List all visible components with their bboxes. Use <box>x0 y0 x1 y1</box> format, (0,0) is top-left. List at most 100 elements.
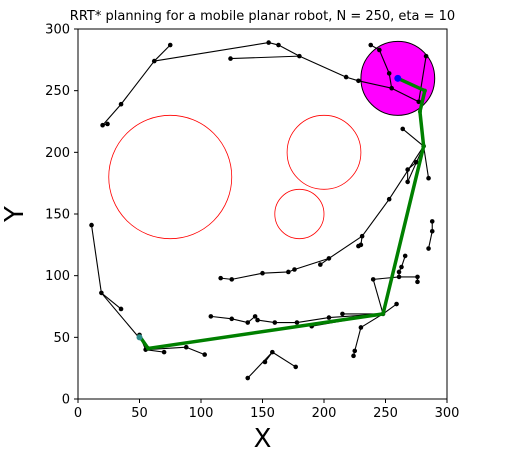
tree-node <box>416 99 422 105</box>
tree-node <box>183 344 189 350</box>
tree-node <box>276 42 281 48</box>
tree-edge <box>378 49 390 74</box>
tree-node <box>359 233 365 239</box>
y-tick-label: 100 <box>45 269 70 284</box>
tree-node <box>356 78 361 84</box>
tree-node <box>252 314 258 319</box>
tree-node <box>202 352 207 357</box>
x-tick-label: 250 <box>373 406 398 421</box>
obstacle-circle <box>274 188 325 240</box>
tree-edge <box>272 351 297 368</box>
tree-edge <box>120 60 155 105</box>
start-point <box>136 334 143 341</box>
tree-node <box>208 314 214 319</box>
tree-edge <box>231 318 248 324</box>
tree-node <box>89 222 94 228</box>
tree-node <box>326 256 332 261</box>
tree-node <box>318 262 323 267</box>
path-node <box>381 311 386 316</box>
tree-node <box>260 270 265 276</box>
tree-node <box>286 269 291 275</box>
tree-edge <box>402 128 424 147</box>
tree-node <box>396 269 402 275</box>
tree-edge <box>262 271 289 274</box>
tree-edge <box>257 319 275 324</box>
x-tick-label: 200 <box>312 406 337 421</box>
tree-edge <box>296 317 330 324</box>
x-tick-label: 50 <box>131 406 148 421</box>
tree-node <box>394 301 399 307</box>
tree-node <box>270 349 275 355</box>
tree-node <box>429 219 435 224</box>
tree-node <box>293 364 299 370</box>
tree-edge <box>299 55 347 78</box>
tree-node <box>229 316 235 322</box>
tree-node <box>167 42 173 48</box>
tree-node <box>161 349 167 355</box>
tree-node <box>368 42 374 48</box>
tree-edge <box>388 73 393 89</box>
tree-node <box>413 159 419 165</box>
tree-node <box>415 274 420 280</box>
tree-node <box>297 53 302 59</box>
plot-area <box>89 40 436 381</box>
tree-node <box>389 85 394 91</box>
tree-node <box>99 290 104 296</box>
tree-edge <box>391 87 419 103</box>
y-tick-label: 50 <box>53 331 70 346</box>
obstacle-circle <box>286 114 362 190</box>
tree-edge <box>278 44 300 57</box>
tree-node <box>272 320 278 325</box>
tree-node <box>255 317 260 323</box>
tree-node <box>351 353 356 359</box>
x-axis: 0 50 100 150 200 250 300 <box>74 399 460 421</box>
tree-node <box>262 359 268 365</box>
path-node <box>422 88 427 93</box>
path-node <box>417 109 422 114</box>
tree-edge <box>382 303 397 315</box>
tree-node <box>358 325 364 330</box>
tree-node <box>370 277 376 282</box>
x-tick-label: 100 <box>189 406 214 421</box>
tree-edge <box>230 55 300 60</box>
tree-node <box>396 274 402 280</box>
chart-title: RRT* planning for a mobile planar robot,… <box>70 9 455 24</box>
tree-edge <box>90 225 102 294</box>
tree-node <box>245 375 251 381</box>
x-axis-label: X <box>254 424 272 451</box>
tree-node <box>386 71 392 76</box>
tree-edge <box>418 56 427 102</box>
tree-node <box>423 53 429 59</box>
tree-edge <box>153 44 171 62</box>
y-axis: 0 50 100 150 200 250 300 <box>45 23 78 408</box>
tree-node <box>356 243 361 249</box>
y-axis-label: Y <box>0 206 30 223</box>
tree-node <box>294 320 300 325</box>
tree-node <box>151 58 157 64</box>
tree-edge <box>423 146 430 179</box>
y-tick-label: 0 <box>62 393 70 408</box>
tree-node <box>245 320 251 325</box>
tree-edge <box>428 231 433 249</box>
tree-node <box>218 275 223 281</box>
y-tick-label: 300 <box>45 23 70 38</box>
tree-node <box>292 267 297 272</box>
tree-node <box>118 306 124 312</box>
tree-edge <box>210 315 232 320</box>
tree-node <box>266 40 271 45</box>
tree-node <box>228 56 233 61</box>
tree-node <box>399 264 404 270</box>
tree-edge <box>358 80 392 89</box>
tree-node <box>400 126 406 132</box>
tree-edge <box>354 327 362 352</box>
tree-edge <box>373 276 400 280</box>
tree-node <box>229 277 235 282</box>
x-tick-label: 0 <box>74 406 82 421</box>
y-tick-label: 250 <box>45 84 70 99</box>
x-tick-label: 300 <box>435 406 460 421</box>
path-node <box>146 346 151 351</box>
tree-node <box>405 167 410 172</box>
tree-edge <box>372 279 384 315</box>
tree-edge <box>102 103 122 126</box>
